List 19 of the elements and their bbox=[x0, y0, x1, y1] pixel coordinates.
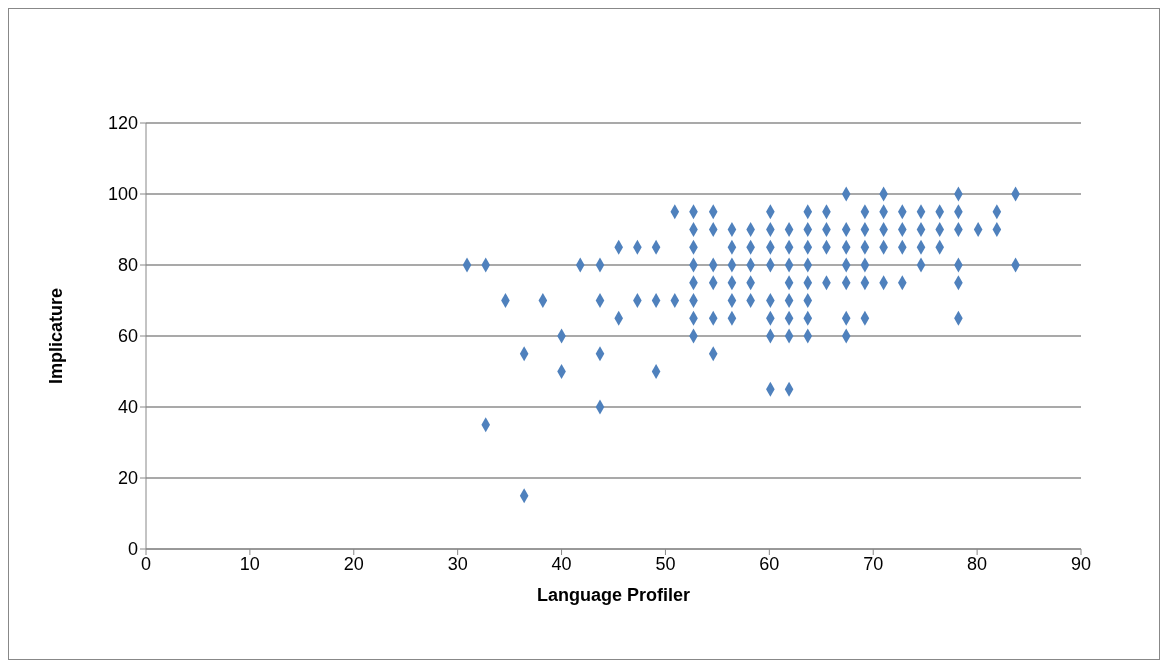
y-tick-label: 40 bbox=[117, 397, 138, 418]
y-tick-label: 120 bbox=[107, 113, 138, 134]
x-tick-label: 10 bbox=[239, 553, 260, 574]
x-axis-title: Language Profiler bbox=[536, 585, 691, 605]
y-tick-label: 60 bbox=[117, 326, 138, 347]
x-tick-label: 70 bbox=[863, 553, 884, 574]
y-axis-title: Implicature bbox=[46, 287, 67, 385]
x-tick-label: 60 bbox=[759, 553, 780, 574]
x-tick-label: 90 bbox=[1070, 553, 1092, 574]
y-tick-label: 0 bbox=[127, 539, 138, 560]
x-tick-label: 40 bbox=[551, 553, 572, 574]
y-tick-label: 20 bbox=[117, 468, 138, 489]
x-tick-label: 20 bbox=[343, 553, 364, 574]
x-tick-label: 80 bbox=[967, 553, 988, 574]
x-tick-label: 50 bbox=[655, 553, 676, 574]
y-tick-label: 100 bbox=[107, 184, 138, 205]
y-tick-label: 80 bbox=[117, 255, 138, 276]
x-tick-label: 0 bbox=[140, 553, 152, 574]
x-tick-label: 30 bbox=[447, 553, 468, 574]
